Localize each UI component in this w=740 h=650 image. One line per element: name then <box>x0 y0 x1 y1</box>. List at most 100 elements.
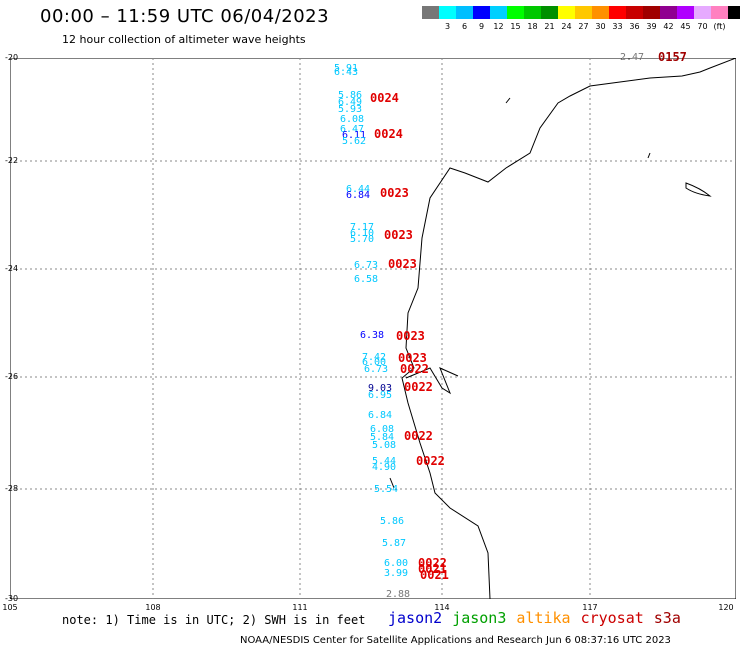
swh-value: 6.44 <box>346 184 371 195</box>
scale-swatch <box>643 6 660 19</box>
color-scale-swatches <box>422 6 740 19</box>
scale-tick-spacer <box>422 22 439 31</box>
swh-value: 5.93 <box>338 104 363 115</box>
swh-value: 6.84 <box>368 410 393 421</box>
longitude-label: 114 <box>434 603 450 612</box>
scale-swatch <box>575 6 592 19</box>
scale-swatch <box>456 6 473 19</box>
scale-swatch <box>541 6 558 19</box>
longitude-label: 120 <box>718 603 734 612</box>
time-label: 0023 <box>384 228 413 242</box>
time-label: 0022 <box>404 380 433 394</box>
note-text: note: 1) Time is in UTC; 2) SWH is in fe… <box>62 613 366 627</box>
time-label: 0024 <box>370 91 399 105</box>
swh-value: 6.58 <box>354 274 379 285</box>
scale-tick-label: 3 <box>444 22 451 31</box>
scale-tick-label: 9 <box>478 22 485 31</box>
scale-swatch <box>660 6 677 19</box>
satellite-legend: jason2 jason3 altika cryosat s3a <box>388 609 691 627</box>
swh-value: 5.62 <box>342 136 367 147</box>
swh-value: 5.87 <box>382 538 407 549</box>
swh-value: 6.43 <box>334 67 359 78</box>
map-subtitle: 12 hour collection of altimeter wave hei… <box>62 33 306 46</box>
time-label: 0023 <box>380 186 409 200</box>
scale-swatch <box>728 6 740 19</box>
time-label: 0022 <box>404 429 433 443</box>
scale-unit-label: (ft) <box>713 22 726 31</box>
time-label: 0022 <box>400 362 429 376</box>
latitude-label: -28 <box>5 484 19 493</box>
swh-value: 4.90 <box>372 462 397 473</box>
scale-swatch <box>439 6 456 19</box>
scale-swatch <box>524 6 541 19</box>
swh-value: 6.08 <box>370 424 395 435</box>
scale-tick-label: 27 <box>578 22 589 31</box>
swh-value: 6.08 <box>340 114 365 125</box>
altimeter-map <box>10 58 736 599</box>
latitude-label: -26 <box>5 372 19 381</box>
swh-value: 5.84 <box>370 432 395 443</box>
coastline <box>389 58 736 599</box>
scale-tick-label: 15 <box>510 22 521 31</box>
time-label: 0024 <box>374 127 403 141</box>
swh-value: 7.17 <box>350 222 375 233</box>
time-label: 0022 <box>418 556 447 570</box>
swh-value: 6.49 <box>338 97 363 108</box>
scale-swatch <box>422 6 439 19</box>
satellite-legend-cryosat: cryosat <box>580 609 644 627</box>
swh-value: 5.44 <box>372 456 397 467</box>
swh-value: 6.38 <box>360 330 385 341</box>
swh-value: 9.03 <box>368 383 393 394</box>
longitude-label: 105 <box>2 603 18 612</box>
scale-tick-label: 30 <box>595 22 606 31</box>
map-title: 00:00 – 11:59 UTC 06/04/2023 <box>40 6 330 27</box>
time-label: 0021 <box>418 562 447 576</box>
scale-tick-label: 39 <box>646 22 657 31</box>
satellite-legend-jason2: jason2 <box>388 609 443 627</box>
swh-value: 6.84 <box>346 190 371 201</box>
scale-swatch <box>558 6 575 19</box>
latitude-label: -22 <box>5 156 19 165</box>
swh-value: 6.73 <box>354 260 379 271</box>
scale-tick-label: 6 <box>461 22 468 31</box>
time-label: 0157 <box>658 50 687 64</box>
time-label: 0023 <box>398 351 427 365</box>
swh-value: 6.00 <box>362 357 387 368</box>
scale-swatch <box>694 6 711 19</box>
swh-value: 6.47 <box>340 124 365 135</box>
scale-tick-label: 21 <box>544 22 555 31</box>
scale-tick-label: 18 <box>527 22 538 31</box>
latitude-label: -30 <box>5 594 19 603</box>
wave-height-color-scale: 3 6 9 12 15 18 21 24 27 30 33 36 39 42 45 70 (ft) <box>422 6 740 31</box>
time-label: 0023 <box>396 329 425 343</box>
swh-value: 2.47 <box>620 52 645 63</box>
longitude-label: 117 <box>582 603 598 612</box>
swh-value: 6.00 <box>384 558 409 569</box>
scale-tick-label: 36 <box>629 22 640 31</box>
color-scale-ticks: 3 6 9 12 15 18 21 24 27 30 33 36 39 42 45 70 (ft) <box>422 22 740 31</box>
scale-tick-label: 33 <box>612 22 623 31</box>
scale-tick-label: 12 <box>493 22 504 31</box>
swh-value: 5.08 <box>372 440 397 451</box>
swh-value: 5.54 <box>374 484 399 495</box>
scale-swatch <box>490 6 507 19</box>
swh-value: 3.99 <box>384 568 409 579</box>
swh-value: 6.95 <box>368 390 393 401</box>
satellite-legend-altika: altika <box>516 609 571 627</box>
swh-value: 6.11 <box>342 130 367 141</box>
grid-lines <box>10 58 736 599</box>
scale-swatch <box>626 6 643 19</box>
scale-swatch <box>677 6 694 19</box>
latitude-label: -20 <box>5 53 19 62</box>
map-frame <box>10 58 736 599</box>
scale-tick-label: 70 <box>697 22 708 31</box>
swh-value: 5.86 <box>338 90 363 101</box>
satellite-legend-s3a: s3a <box>653 609 681 627</box>
swh-value: 5.86 <box>380 516 405 527</box>
time-label: 0021 <box>420 568 449 582</box>
scale-swatch <box>711 6 728 19</box>
satellite-legend-jason3: jason3 <box>452 609 507 627</box>
swh-value: 6.73 <box>364 364 389 375</box>
latitude-label: -24 <box>5 264 19 273</box>
time-label: 0022 <box>416 454 445 468</box>
